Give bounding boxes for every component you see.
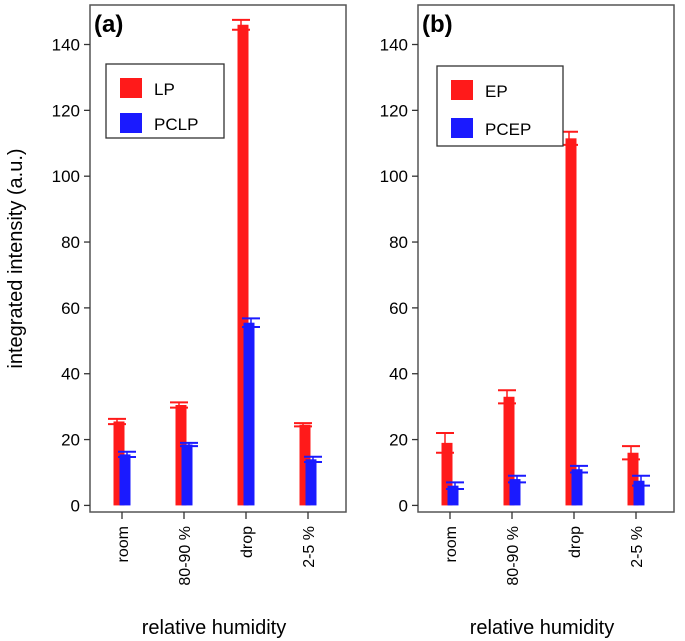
bar-ep-3 <box>627 452 639 506</box>
bar-ep-2 <box>565 138 577 506</box>
x-tick-label: drop <box>239 526 256 558</box>
bar-ep-0 <box>441 442 453 506</box>
y-tick-label: 0 <box>71 496 80 515</box>
legend-swatch-pcep <box>451 118 473 138</box>
bar-pclp-0 <box>119 454 131 506</box>
plot-frame <box>417 4 675 513</box>
y-tick-label: 0 <box>399 496 408 515</box>
bar-ep-1 <box>503 396 515 506</box>
bar-lp-0 <box>113 421 125 506</box>
x-axis-label: relative humidity <box>142 617 287 639</box>
chart-panel-a: 0 20 40 60 80 100 120 140 room 80-90 % drop 2-5 % (a… <box>5 4 347 639</box>
bar-pclp-2 <box>243 322 255 506</box>
y-tick-label: 120 <box>380 101 408 120</box>
bar-lp-1 <box>175 405 187 506</box>
x-tick-label: room <box>115 526 132 562</box>
y-tick-label: 140 <box>52 36 80 55</box>
y-tick-label: 20 <box>61 431 80 450</box>
legend-label-pcep: PCEP <box>485 120 531 139</box>
legend-label-lp: LP <box>154 80 175 99</box>
y-tick-label: 60 <box>61 299 80 318</box>
bar-lp-2 <box>237 24 249 506</box>
x-tick-label: 2-5 % <box>301 526 318 568</box>
x-tick-label: 80-90 % <box>505 526 522 586</box>
y-tick-label: 60 <box>389 299 408 318</box>
x-tick-label: drop <box>567 526 584 558</box>
y-tick-label: 120 <box>52 101 80 120</box>
legend-swatch-lp <box>120 78 142 98</box>
bar-pclp-3 <box>305 459 317 506</box>
bar-pcep-1 <box>509 479 521 506</box>
x-tick-label: 2-5 % <box>629 526 646 568</box>
bar-pcep-3 <box>633 480 645 506</box>
legend-swatch-pclp <box>120 113 142 133</box>
legend-label-ep: EP <box>485 82 508 101</box>
y-tick-label: 80 <box>389 233 408 252</box>
chart-panel-b: 0 20 40 60 80 100 120 140 room 80-90 % drop 2-5 % (b… <box>380 4 675 639</box>
y-tick-label: 40 <box>61 365 80 384</box>
bar-lp-3 <box>299 424 311 506</box>
x-axis-label: relative humidity <box>470 617 615 639</box>
bar-pcep-0 <box>447 485 459 506</box>
y-tick-label: 140 <box>380 36 408 55</box>
y-axis-label: integrated intensity (a.u.) <box>5 148 27 368</box>
y-tick-label: 100 <box>52 167 80 186</box>
legend-label-pclp: PCLP <box>154 115 198 134</box>
y-tick-label: 20 <box>389 431 408 450</box>
legend-swatch-ep <box>451 80 473 100</box>
y-tick-label: 40 <box>389 365 408 384</box>
bar-pcep-2 <box>571 469 583 506</box>
panel-label: (a) <box>94 11 123 38</box>
x-tick-label: room <box>443 526 460 562</box>
x-tick-label: 80-90 % <box>177 526 194 586</box>
plot-frame <box>89 4 347 513</box>
y-tick-label: 100 <box>380 167 408 186</box>
panel-label: (b) <box>422 11 453 38</box>
bar-pclp-1 <box>181 444 193 506</box>
y-tick-label: 80 <box>61 233 80 252</box>
